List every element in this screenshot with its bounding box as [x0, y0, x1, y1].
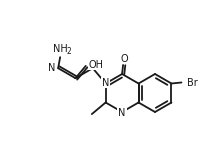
Text: NH: NH [53, 44, 67, 54]
Text: Br: Br [187, 78, 197, 87]
Text: 2: 2 [66, 47, 70, 56]
Text: O: O [120, 54, 127, 64]
Text: OH: OH [88, 60, 103, 70]
Text: N: N [102, 78, 109, 87]
Text: N: N [118, 108, 125, 118]
Text: N: N [48, 63, 55, 73]
